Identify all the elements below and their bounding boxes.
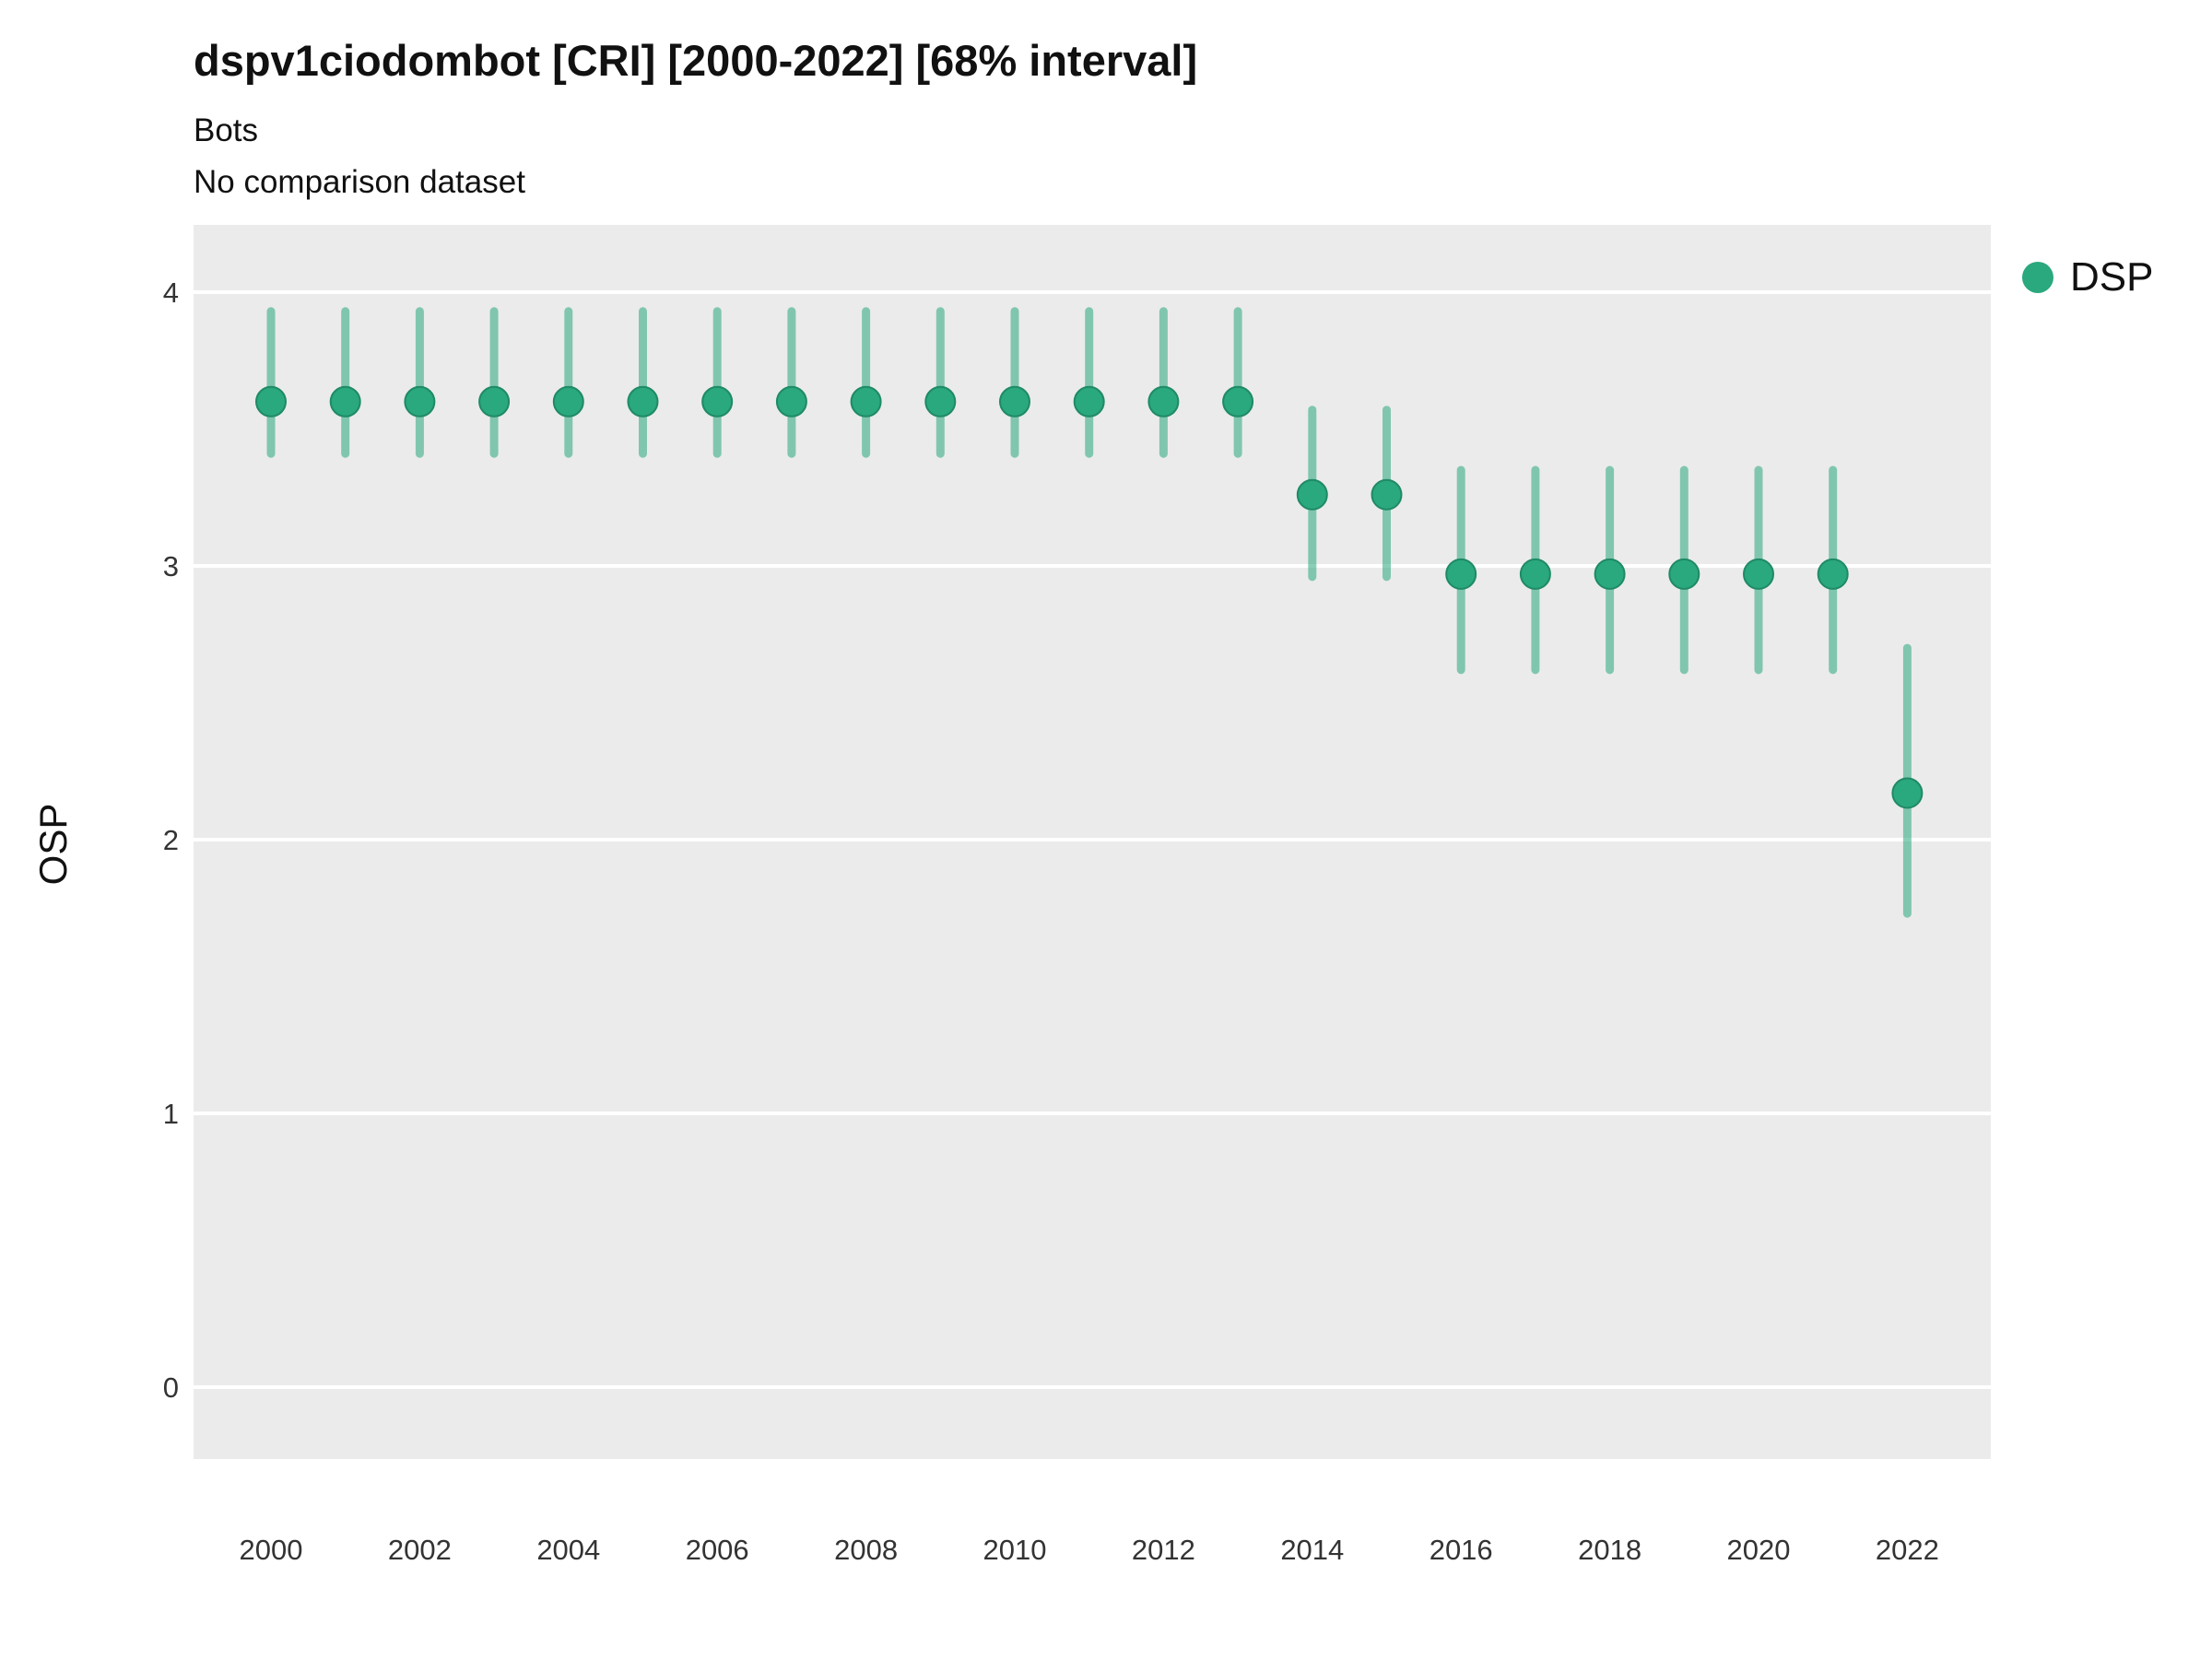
point-marker <box>1817 558 1849 590</box>
x-tick-label: 2018 <box>1578 1534 1641 1566</box>
x-tick-label: 2020 <box>1727 1534 1791 1566</box>
point-marker <box>1371 478 1403 511</box>
x-tick-label: 2006 <box>686 1534 749 1566</box>
chart-caption: No comparison dataset <box>194 164 525 200</box>
x-tick-label: 2022 <box>1876 1534 1939 1566</box>
point-marker <box>255 385 287 418</box>
x-tick-label: 2016 <box>1430 1534 1493 1566</box>
x-tick-label: 2014 <box>1280 1534 1344 1566</box>
legend-marker-dsp-icon <box>2022 262 2053 293</box>
y-tick-label: 3 <box>163 550 179 582</box>
y-tick-label: 4 <box>163 276 179 309</box>
point-marker <box>1445 558 1477 590</box>
legend: DSP <box>2022 254 2153 300</box>
x-tick-label: 2000 <box>240 1534 303 1566</box>
point-marker <box>999 385 1030 418</box>
x-tick-label: 2002 <box>388 1534 452 1566</box>
x-tick-label: 2008 <box>834 1534 898 1566</box>
chart-subtitle: Bots <box>194 112 259 148</box>
x-tick-label: 2010 <box>983 1534 1047 1566</box>
chart-title: dspv1ciodombot [CRI] [2000-2022] [68% in… <box>194 36 1198 85</box>
point-marker <box>478 385 511 418</box>
point-marker <box>924 385 957 418</box>
point-marker <box>775 385 807 418</box>
legend-label-dsp: DSP <box>2070 254 2154 300</box>
y-tick-label: 2 <box>163 824 179 856</box>
point-marker <box>701 385 734 418</box>
point-marker <box>1891 777 1924 809</box>
point-marker <box>1073 385 1105 418</box>
point-marker <box>1222 385 1254 418</box>
point-marker <box>404 385 436 418</box>
point-marker <box>329 385 361 418</box>
point-marker <box>1296 478 1328 511</box>
point-marker <box>627 385 659 418</box>
point-marker <box>850 385 882 418</box>
point-marker <box>552 385 584 418</box>
point-marker <box>1519 558 1551 590</box>
y-tick-label: 1 <box>163 1098 179 1130</box>
x-tick-label: 2012 <box>1132 1534 1195 1566</box>
point-marker <box>1668 558 1700 590</box>
x-tick-label: 2004 <box>536 1534 600 1566</box>
point-marker <box>1743 558 1774 590</box>
point-marker <box>1594 558 1626 590</box>
point-marker <box>1147 385 1180 418</box>
y-tick-label: 0 <box>163 1371 179 1404</box>
